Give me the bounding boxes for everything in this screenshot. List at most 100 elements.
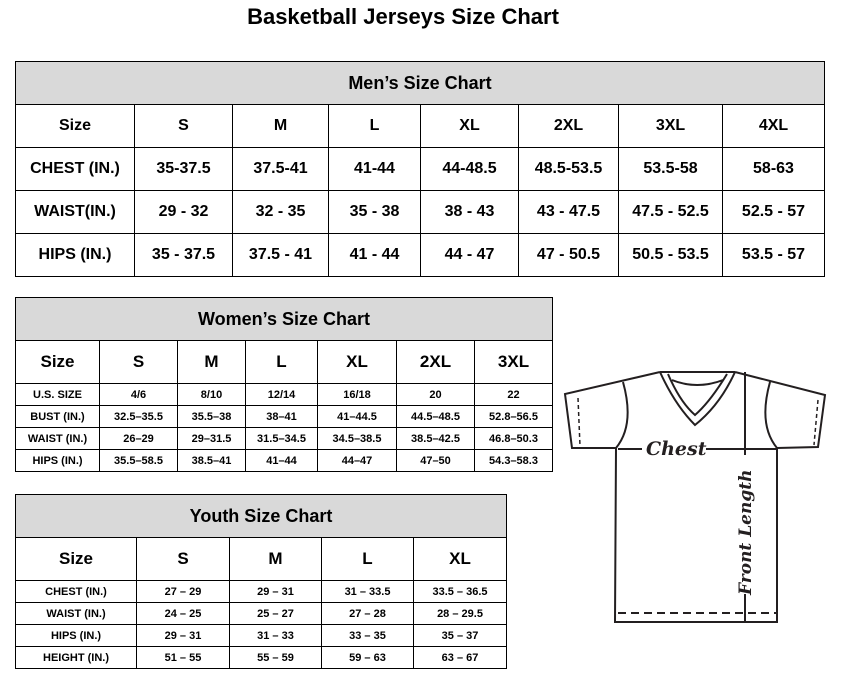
table-cell: 41–44 (245, 449, 318, 472)
table-cell: 52.5 - 57 (722, 190, 825, 234)
table-cell: 31 – 33 (229, 624, 322, 647)
women-header-cell: 2XL (396, 340, 475, 384)
women-header-cell: Size (15, 340, 100, 384)
table-row: HEIGHT (IN.) 51 – 55 55 – 59 59 – 63 63 – 67 (15, 646, 508, 669)
row-label: WAIST (IN.) (15, 427, 100, 450)
table-cell: 47 - 50.5 (518, 233, 619, 277)
table-cell: 53.5-58 (618, 147, 723, 191)
table-row: HIPS (IN.) 35.5–58.5 38.5–41 41–44 44–47 47–5… (15, 449, 554, 472)
table-cell: 37.5-41 (232, 147, 329, 191)
table-cell: 33.5 – 36.5 (412, 580, 508, 603)
table-cell: 29 – 31 (229, 580, 322, 603)
table-row: WAIST (IN.) 24 – 25 25 – 27 27 – 28 28 – 29.… (15, 602, 508, 625)
table-cell: 47.5 - 52.5 (618, 190, 723, 234)
table-cell: 46.8–50.3 (473, 427, 554, 450)
table-cell: 31.5–34.5 (245, 427, 318, 450)
men-header-cell: 3XL (618, 104, 723, 148)
table-cell: 51 – 55 (136, 646, 230, 669)
women-header-cell: XL (317, 340, 397, 384)
table-row: WAIST (IN.) 26–29 29–31.5 31.5–34.5 34.5–38.… (15, 427, 554, 450)
womens-size-table: Women’s Size Chart Size S M L XL 2XL 3XL U.S. SI… (14, 297, 554, 472)
table-cell: 32.5–35.5 (99, 405, 178, 428)
youth-header-cell: XL (412, 537, 508, 581)
youth-header-cell: M (229, 537, 322, 581)
table-row: HIPS (IN.) 35 - 37.5 37.5 - 41 41 - 44 44 - … (15, 233, 825, 277)
table-row: U.S. SIZE 4/6 8/10 12/14 16/18 20 22 (15, 383, 554, 406)
table-cell: 27 – 29 (136, 580, 230, 603)
table-row: WAIST(IN.) 29 - 32 32 - 35 35 - 38 38 - 43 43… (15, 190, 825, 234)
table-cell: 27 – 28 (321, 602, 414, 625)
men-header-cell: Size (15, 104, 135, 148)
men-header-cell: S (134, 104, 233, 148)
table-cell: 59 – 63 (321, 646, 414, 669)
table-cell: 38–41 (245, 405, 318, 428)
row-label: U.S. SIZE (15, 383, 100, 406)
table-cell: 35.5–58.5 (99, 449, 178, 472)
table-cell: 47–50 (396, 449, 475, 472)
table-cell: 37.5 - 41 (232, 233, 329, 277)
table-cell: 38.5–41 (177, 449, 246, 472)
table-cell: 25 – 27 (229, 602, 322, 625)
men-header-cell: XL (420, 104, 519, 148)
table-cell: 8/10 (177, 383, 246, 406)
row-label: HIPS (IN.) (15, 624, 137, 647)
table-row: CHEST (IN.) 35-37.5 37.5-41 41-44 44-48.5 48.… (15, 147, 825, 191)
youth-size-table: Youth Size Chart Size S M L XL CHEST (IN.) 27 –… (14, 494, 508, 669)
women-header-cell: L (245, 340, 318, 384)
table-cell: 44 - 47 (420, 233, 519, 277)
table-cell: 12/14 (245, 383, 318, 406)
table-cell: 35 – 37 (412, 624, 508, 647)
table-cell: 20 (396, 383, 475, 406)
front-length-label: Front Length (736, 470, 756, 596)
row-label: HIPS (IN.) (15, 449, 100, 472)
women-header-cell: 3XL (473, 340, 554, 384)
table-cell: 43 - 47.5 (518, 190, 619, 234)
table-cell: 24 – 25 (136, 602, 230, 625)
men-header-cell: L (328, 104, 421, 148)
table-cell: 34.5–38.5 (317, 427, 397, 450)
row-label: CHEST (IN.) (15, 147, 135, 191)
jersey-diagram: Chest Front Length (563, 371, 827, 623)
table-cell: 48.5-53.5 (518, 147, 619, 191)
men-table-caption: Men’s Size Chart (15, 61, 825, 105)
row-label: CHEST (IN.) (15, 580, 137, 603)
table-cell: 58-63 (722, 147, 825, 191)
row-label: HEIGHT (IN.) (15, 646, 137, 669)
table-row: HIPS (IN.) 29 – 31 31 – 33 33 – 35 35 – 37 (15, 624, 508, 647)
row-label: BUST (IN.) (15, 405, 100, 428)
row-label: WAIST(IN.) (15, 190, 135, 234)
youth-table-caption: Youth Size Chart (14, 494, 508, 538)
men-header-cell: M (232, 104, 329, 148)
table-cell: 31 – 33.5 (321, 580, 414, 603)
table-cell: 35 - 38 (328, 190, 421, 234)
youth-header-cell: Size (15, 537, 137, 581)
table-cell: 29–31.5 (177, 427, 246, 450)
table-cell: 44-48.5 (420, 147, 519, 191)
table-cell: 41-44 (328, 147, 421, 191)
row-label: HIPS (IN.) (15, 233, 135, 277)
table-cell: 29 - 32 (134, 190, 233, 234)
table-cell: 44–47 (317, 449, 397, 472)
table-cell: 52.8–56.5 (473, 405, 554, 428)
table-cell: 26–29 (99, 427, 178, 450)
women-header-cell: S (99, 340, 178, 384)
table-cell: 4/6 (99, 383, 178, 406)
women-table-caption: Women’s Size Chart (14, 297, 554, 341)
table-cell: 35.5–38 (177, 405, 246, 428)
table-cell: 53.5 - 57 (722, 233, 825, 277)
table-cell: 32 - 35 (232, 190, 329, 234)
table-cell: 35-37.5 (134, 147, 233, 191)
women-header-cell: M (177, 340, 246, 384)
page-title: Basketball Jerseys Size Chart (247, 4, 559, 29)
table-cell: 38 - 43 (420, 190, 519, 234)
table-cell: 63 – 67 (412, 646, 508, 669)
table-cell: 54.3–58.3 (473, 449, 554, 472)
table-cell: 55 – 59 (229, 646, 322, 669)
youth-header-cell: L (321, 537, 414, 581)
table-cell: 50.5 - 53.5 (618, 233, 723, 277)
men-header-cell: 4XL (722, 104, 825, 148)
table-row: BUST (IN.) 32.5–35.5 35.5–38 38–41 41–44.5 44… (15, 405, 554, 428)
table-cell: 33 – 35 (321, 624, 414, 647)
table-row: CHEST (IN.) 27 – 29 29 – 31 31 – 33.5 33.5 –… (15, 580, 508, 603)
chest-label: Chest (646, 438, 707, 460)
